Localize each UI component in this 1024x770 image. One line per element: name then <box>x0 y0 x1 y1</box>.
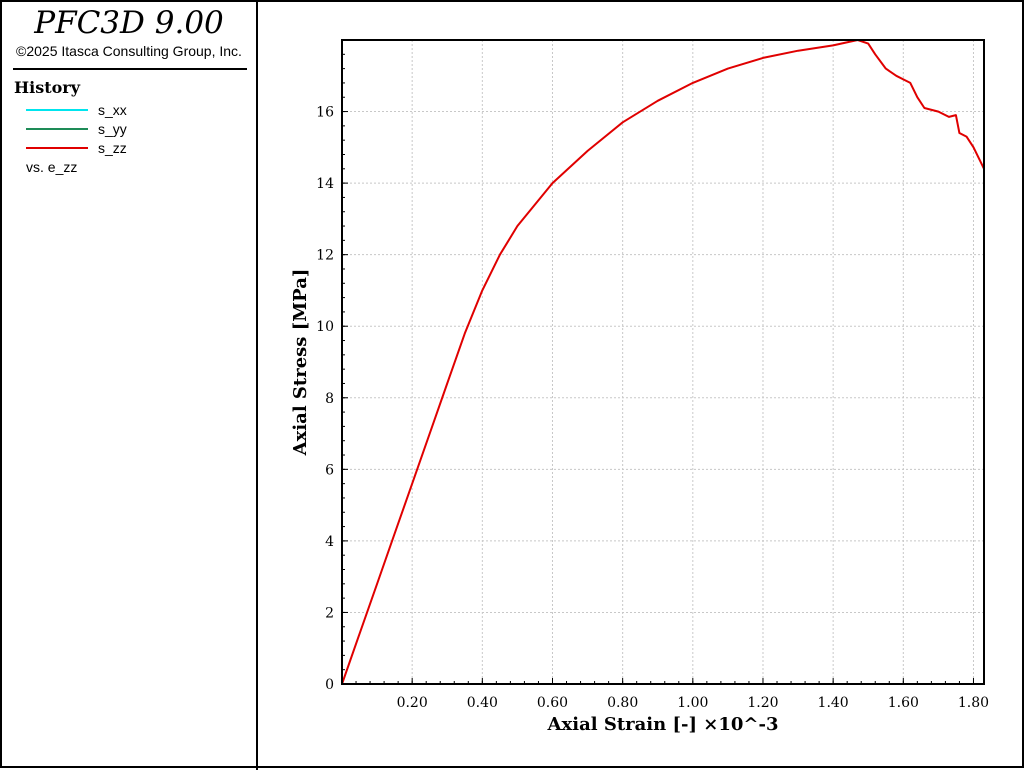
grid-layer <box>342 40 984 684</box>
x-tick-label: 0.20 <box>397 695 428 711</box>
legend-label-s-zz: s_zz <box>98 140 127 156</box>
x-tick-label: 0.40 <box>467 695 498 711</box>
copyright-text: ©2025 Itasca Consulting Group, Inc. <box>16 43 242 59</box>
legend-swatch-s-xx <box>26 109 88 111</box>
x-tick-label: 1.20 <box>747 695 778 711</box>
legend-heading: History <box>14 78 80 97</box>
history-chart: 0.20 0.40 0.60 0.80 1.00 1.20 1.40 1.60 1.80 0 2 4 6… <box>290 39 989 735</box>
y-tick-label: 0 <box>325 677 334 693</box>
series-line-s-zz <box>341 39 985 685</box>
legend-item-s-zz: s_zz <box>26 139 246 157</box>
y-tick-label: 8 <box>325 391 334 407</box>
plot-area-frame <box>341 39 985 685</box>
x-tick-label: 0.80 <box>607 695 638 711</box>
y-tick-label: 16 <box>316 105 334 121</box>
legend-item-s-yy: s_yy <box>26 120 246 138</box>
y-tick-label: 12 <box>316 248 334 264</box>
x-tick-label: 1.60 <box>888 695 919 711</box>
y-tick-label: 4 <box>325 534 334 550</box>
legend-vs-label: vs. e_zz <box>26 159 78 175</box>
app-title: PFC3D 9.00 <box>34 5 224 41</box>
x-tick-label: 0.60 <box>537 695 568 711</box>
x-axis-title: Axial Strain [-] ×10^-3 <box>547 714 779 735</box>
legend-swatch-s-yy <box>26 128 88 130</box>
legend-swatch-s-zz <box>26 147 88 149</box>
series-layer <box>341 39 985 685</box>
legend-panel: PFC3D 9.00 ©2025 Itasca Consulting Group… <box>2 2 258 770</box>
y-tick-label: 6 <box>325 462 334 478</box>
legend-item-s-xx: s_xx <box>26 101 246 119</box>
legend-label-s-xx: s_xx <box>98 102 127 118</box>
y-tick-label: 2 <box>325 605 334 621</box>
y-tick-label: 14 <box>316 176 334 192</box>
tick-layer: 0.20 0.40 0.60 0.80 1.00 1.20 1.40 1.60 1.80 0 2 4 6… <box>316 53 989 711</box>
legend-label-s-yy: s_yy <box>98 121 127 137</box>
y-axis-title: Axial Stress [MPa] <box>290 269 311 457</box>
title-divider <box>13 68 247 70</box>
x-tick-label: 1.40 <box>818 695 849 711</box>
y-tick-label: 10 <box>316 319 334 335</box>
x-tick-label: 1.00 <box>677 695 708 711</box>
x-tick-label: 1.80 <box>958 695 989 711</box>
